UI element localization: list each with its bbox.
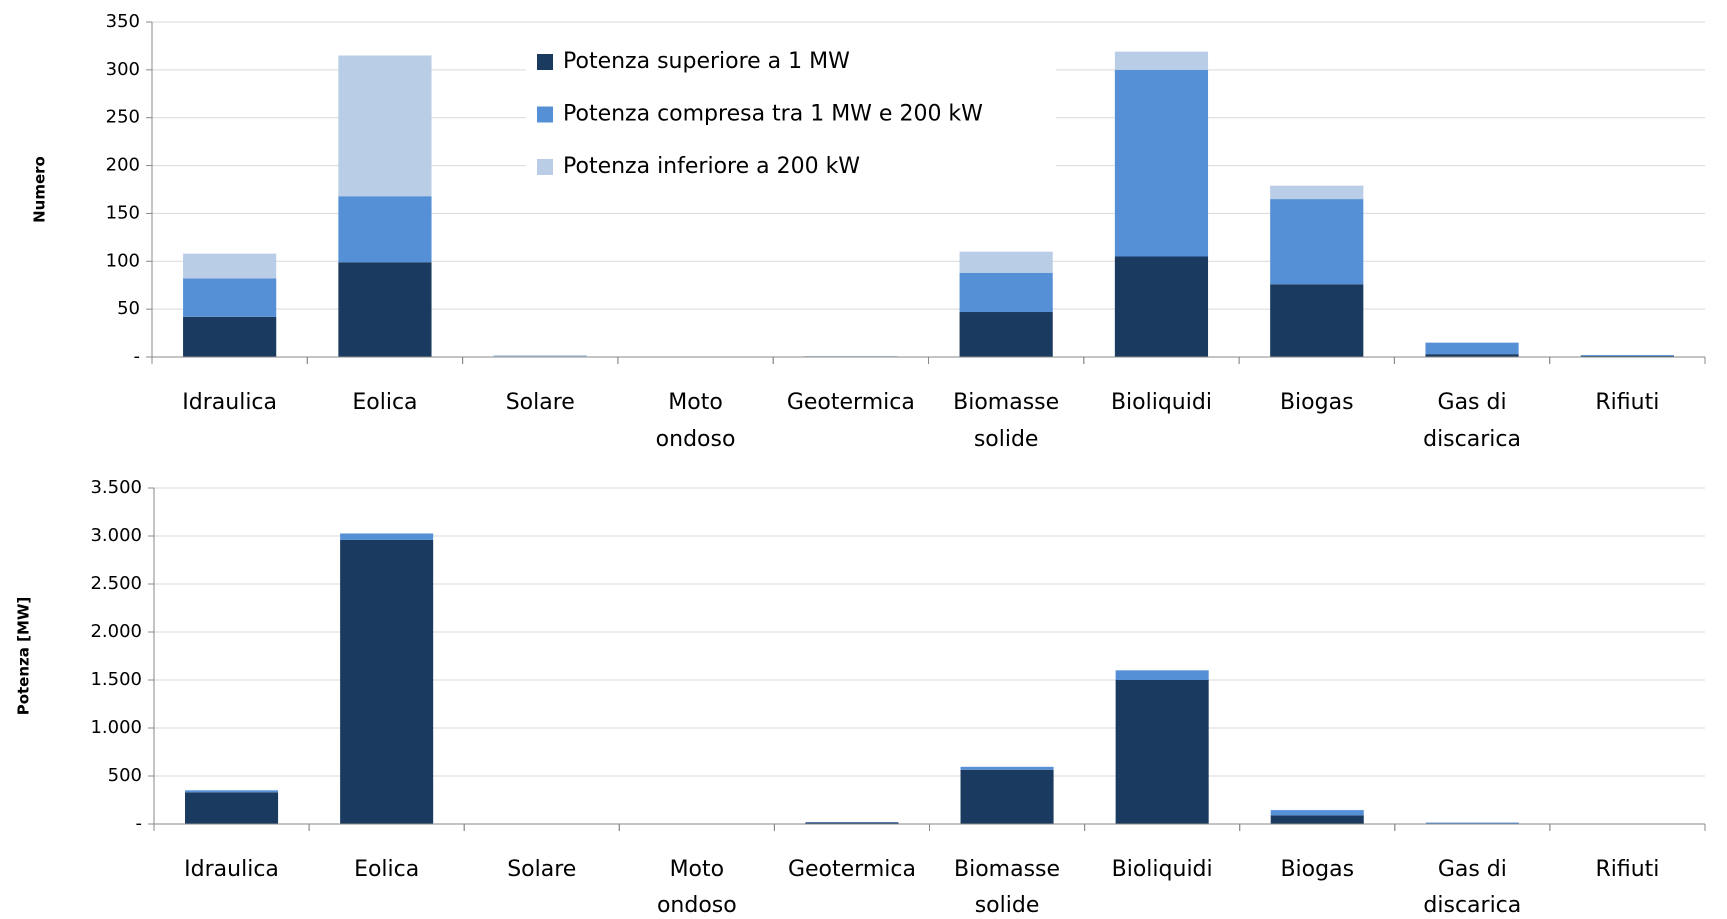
y-tick-label: 3.000 bbox=[90, 525, 142, 546]
bar-segment bbox=[805, 822, 899, 824]
x-tick-label: Solare bbox=[507, 857, 576, 882]
bar-segment bbox=[185, 790, 279, 793]
y-tick-label: 150 bbox=[106, 202, 140, 223]
y-axis-label: Numero bbox=[31, 156, 49, 223]
x-tick-label: Biomasse solide bbox=[954, 857, 1060, 918]
legend-swatch bbox=[537, 54, 553, 70]
y-tick-label: 250 bbox=[106, 107, 140, 128]
x-tick-label: Bioliquidi bbox=[1112, 857, 1213, 882]
legend-swatch bbox=[537, 159, 553, 175]
y-tick-label: 500 bbox=[108, 765, 142, 786]
y-tick-label: - bbox=[136, 813, 143, 834]
x-tick-label: Biogas bbox=[1280, 390, 1354, 415]
bar-segment bbox=[183, 316, 277, 357]
y-tick-label: 350 bbox=[106, 11, 140, 32]
bar-segment bbox=[1114, 69, 1209, 257]
bar-segment bbox=[1270, 199, 1364, 285]
bar-segment bbox=[340, 533, 434, 540]
y-tick-label: 1.000 bbox=[90, 717, 142, 738]
bar-segment bbox=[183, 278, 277, 317]
legend-box bbox=[526, 42, 1056, 192]
bar-segment bbox=[493, 355, 587, 357]
x-tick-label: Biogas bbox=[1280, 857, 1354, 882]
x-tick-label: Solare bbox=[506, 390, 575, 415]
x-tick-label: Moto ondoso bbox=[657, 857, 737, 918]
x-tick-label: Biomasse solide bbox=[953, 390, 1059, 452]
bar-segment bbox=[338, 55, 432, 197]
bar-segment bbox=[1115, 680, 1209, 824]
bar-segment bbox=[1580, 355, 1674, 357]
x-tick-label: Rifiuti bbox=[1595, 390, 1659, 415]
legend-label: Potenza superiore a 1 MW bbox=[563, 49, 850, 74]
bar-segment bbox=[183, 253, 277, 279]
bar-segment bbox=[1425, 342, 1519, 355]
legend-swatch bbox=[537, 106, 553, 123]
bar-segment bbox=[1425, 822, 1519, 824]
x-tick-label: Gas di discarica bbox=[1423, 857, 1521, 918]
y-tick-label: 2.500 bbox=[90, 573, 142, 594]
legend-label: Potenza inferiore a 200 kW bbox=[563, 154, 860, 179]
bar-segment bbox=[960, 766, 1054, 770]
bar-segment bbox=[1270, 815, 1364, 824]
y-tick-label: 3.500 bbox=[90, 477, 142, 498]
x-tick-label: Rifiuti bbox=[1595, 857, 1659, 882]
bar-segment bbox=[959, 312, 1053, 357]
bar-segment bbox=[185, 792, 279, 824]
bar-segment bbox=[338, 262, 432, 357]
bar-segment bbox=[340, 539, 434, 824]
y-tick-label: 100 bbox=[106, 250, 140, 271]
bar-segment bbox=[338, 196, 432, 263]
bar-segment bbox=[1270, 810, 1364, 816]
y-tick-label: 2.000 bbox=[90, 621, 142, 642]
x-tick-label: Idraulica bbox=[182, 390, 277, 415]
y-tick-label: 1.500 bbox=[90, 669, 142, 690]
x-tick-label: Gas di discarica bbox=[1423, 390, 1521, 452]
x-tick-label: Geotermica bbox=[787, 390, 915, 415]
bar-segment bbox=[1270, 284, 1364, 357]
bar-segment bbox=[1270, 185, 1364, 200]
bar-segment bbox=[1425, 354, 1519, 357]
legend-label: Potenza compresa tra 1 MW e 200 kW bbox=[563, 102, 983, 127]
x-tick-label: Geotermica bbox=[788, 857, 916, 882]
x-tick-label: Moto ondoso bbox=[656, 390, 736, 452]
bar-segment bbox=[1114, 51, 1209, 70]
x-tick-label: Eolica bbox=[352, 390, 417, 415]
bar-segment bbox=[959, 251, 1053, 273]
bar-segment bbox=[959, 272, 1053, 313]
bar-segment bbox=[960, 769, 1054, 824]
x-tick-label: Idraulica bbox=[184, 857, 279, 882]
y-tick-label: 200 bbox=[106, 155, 140, 176]
y-tick-label: - bbox=[134, 346, 141, 367]
y-tick-label: 300 bbox=[106, 59, 140, 80]
x-tick-label: Eolica bbox=[354, 857, 419, 882]
y-tick-label: 50 bbox=[117, 298, 140, 319]
x-tick-label: Bioliquidi bbox=[1111, 390, 1212, 415]
bar-segment bbox=[1115, 670, 1209, 680]
y-axis-label: Potenza [MW] bbox=[15, 597, 33, 716]
bar-segment bbox=[1114, 256, 1209, 357]
